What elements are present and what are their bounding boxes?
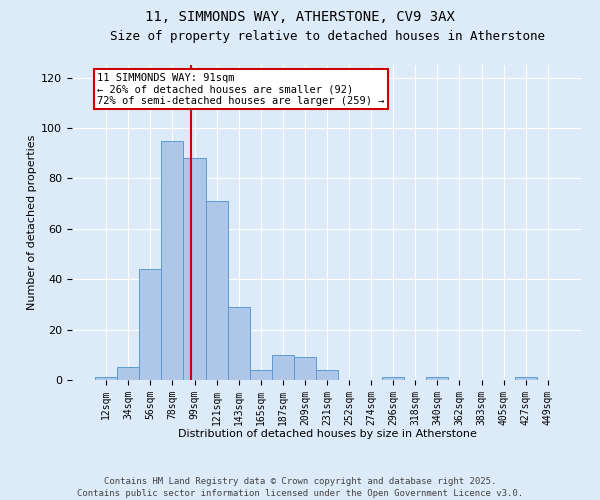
Bar [515,378,537,380]
Bar [206,201,227,380]
Bar [139,269,161,380]
Bar [161,140,184,380]
X-axis label: Distribution of detached houses by size in Atherstone: Distribution of detached houses by size … [178,429,476,439]
Bar [250,370,272,380]
Bar [184,158,206,380]
Bar [294,358,316,380]
Text: 11, SIMMONDS WAY, ATHERSTONE, CV9 3AX: 11, SIMMONDS WAY, ATHERSTONE, CV9 3AX [145,10,455,24]
Bar [316,370,338,380]
Bar [427,378,448,380]
Text: 11 SIMMONDS WAY: 91sqm
← 26% of detached houses are smaller (92)
72% of semi-det: 11 SIMMONDS WAY: 91sqm ← 26% of detached… [97,72,385,106]
Bar [382,378,404,380]
Title: Size of property relative to detached houses in Atherstone: Size of property relative to detached ho… [110,30,545,43]
Bar [95,378,117,380]
Text: Contains HM Land Registry data © Crown copyright and database right 2025.
Contai: Contains HM Land Registry data © Crown c… [77,476,523,498]
Bar [227,307,250,380]
Y-axis label: Number of detached properties: Number of detached properties [27,135,37,310]
Bar [117,368,139,380]
Bar [272,355,294,380]
